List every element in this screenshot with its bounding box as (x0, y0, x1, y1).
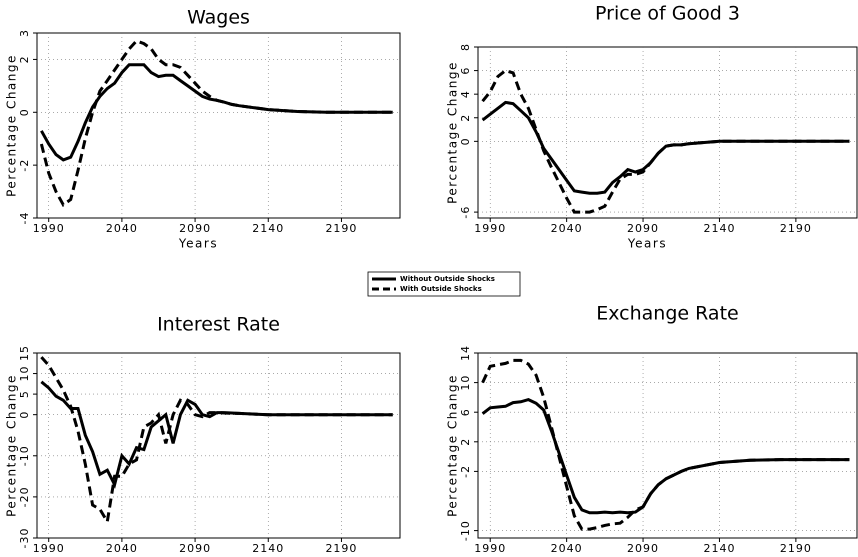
x-tick-label: 2190 (780, 542, 812, 555)
chart-title: Price of Good 3 (595, 3, 740, 25)
y-tick-label: -4 (18, 212, 31, 225)
x-tick-label: 2140 (252, 542, 284, 555)
panel: Interest Rate -30 -20 -10 0 5 10 15 1990 2040 2090… (5, 314, 401, 557)
y-tick-label: 5 (18, 390, 31, 398)
y-axis-label: Percentage Change (5, 374, 19, 517)
legend-label: With Outside Shocks (400, 285, 482, 293)
panel: Exchange Rate -10 -2 2 6 10 14 1990 2040 2090 2140… (446, 303, 858, 557)
legend-box (367, 271, 521, 297)
y-tick-label: 6 (459, 408, 472, 416)
y-tick-label: -2 (459, 465, 472, 478)
x-tick-label: 1990 (33, 222, 65, 235)
series-line (481, 100, 850, 195)
series-line (39, 39, 393, 208)
chart-title: Wages (187, 7, 250, 29)
x-tick-label: 2190 (325, 542, 357, 555)
y-tick-label: 2 (18, 55, 31, 63)
x-tick-label: 2090 (179, 222, 211, 235)
y-tick-label: 0 (18, 411, 31, 419)
y-tick-label: 2 (459, 438, 472, 446)
y-tick-label: 0 (459, 137, 472, 145)
series-line (481, 358, 850, 531)
x-tick-label: 2040 (106, 222, 138, 235)
y-tick-label: -10 (18, 445, 31, 466)
y-tick-label: 10 (459, 375, 472, 391)
x-tick-label: 2040 (106, 542, 138, 555)
x-tick-label: 2040 (551, 542, 583, 555)
x-tick-label: 2090 (627, 542, 659, 555)
x-tick-label: 2190 (780, 222, 812, 235)
y-tick-label: -20 (18, 486, 31, 507)
plot-frame (477, 46, 858, 219)
x-axis-label: Years (178, 237, 218, 251)
plot-frame (36, 32, 401, 219)
y-tick-label: 14 (459, 345, 472, 361)
y-tick-label: -10 (459, 520, 472, 541)
series-line (481, 68, 850, 214)
x-tick-label: 1990 (474, 542, 506, 555)
y-tick-label: 0 (18, 108, 31, 116)
panel: Wages -4 -2 0 2 3 1990 2040 2090 2140 2190 Percenta… (5, 7, 401, 251)
y-axis-label: Percentage Change (5, 54, 19, 197)
panel: Price of Good 3 -6 0 2 4 6 8 1990 2040 2090 2140 21… (446, 3, 858, 251)
x-tick-label: 1990 (474, 222, 506, 235)
legend: Without Outside Shocks With Outside Shock… (367, 271, 521, 297)
plot-frame (477, 352, 858, 539)
y-tick-label: 3 (18, 29, 31, 37)
y-tick-label: -6 (459, 206, 472, 219)
y-tick-label: 6 (459, 67, 472, 75)
y-axis-label: Percentage Change (446, 61, 460, 204)
x-tick-label: 2190 (325, 222, 357, 235)
x-tick-label: 2140 (703, 542, 735, 555)
x-tick-label: 2090 (627, 222, 659, 235)
x-tick-label: 2040 (551, 222, 583, 235)
legend-label: Without Outside Shocks (400, 275, 495, 283)
plot-frame (36, 352, 401, 539)
series-line (40, 380, 393, 489)
chart-title: Exchange Rate (596, 303, 738, 325)
y-tick-label: -30 (18, 528, 31, 549)
x-tick-label: 2140 (703, 222, 735, 235)
y-tick-label: 8 (459, 43, 472, 51)
x-tick-label: 2140 (252, 222, 284, 235)
x-axis-label: Years (627, 237, 667, 251)
y-tick-label: -2 (18, 159, 31, 172)
y-tick-label: 4 (459, 90, 472, 98)
series-line (481, 397, 850, 515)
y-axis-label: Percentage Change (446, 374, 460, 517)
x-tick-label: 1990 (33, 542, 65, 555)
series-line (40, 356, 393, 526)
x-tick-label: 2090 (179, 542, 211, 555)
y-tick-label: 15 (18, 345, 31, 361)
y-tick-label: 2 (459, 114, 472, 122)
y-tick-label: 10 (18, 366, 31, 382)
chart-title: Interest Rate (157, 314, 280, 336)
